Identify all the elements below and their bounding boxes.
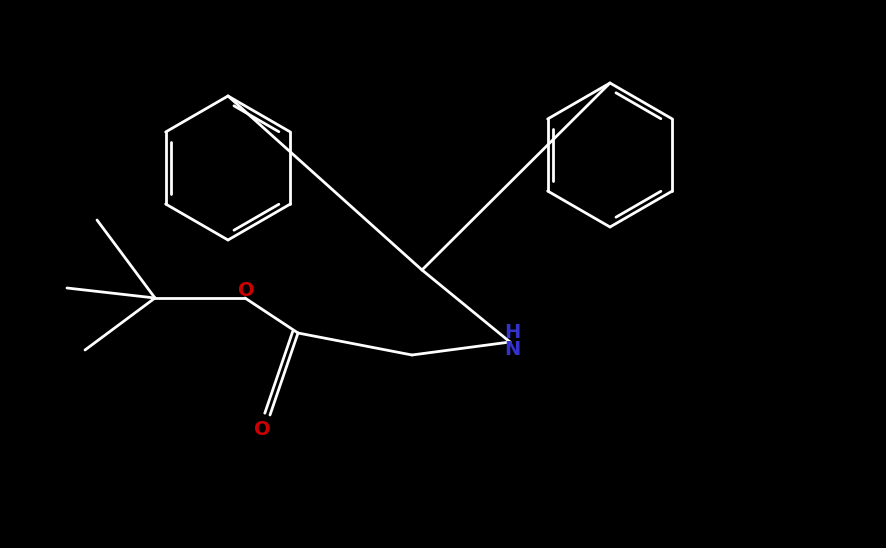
Text: O: O xyxy=(253,420,270,439)
Text: N: N xyxy=(503,340,519,359)
Text: H: H xyxy=(503,323,519,342)
Text: O: O xyxy=(237,281,254,300)
